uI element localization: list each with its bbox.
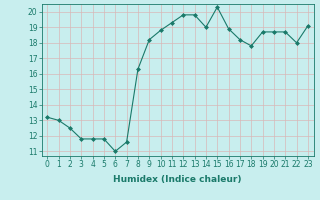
X-axis label: Humidex (Indice chaleur): Humidex (Indice chaleur)	[113, 175, 242, 184]
